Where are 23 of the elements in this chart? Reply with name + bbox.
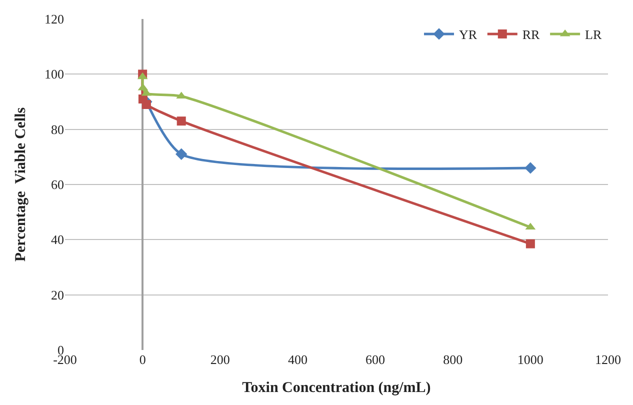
x-tick-label: 1200 — [595, 352, 621, 367]
x-tick-label: 1000 — [517, 352, 544, 367]
legend-label: LR — [585, 27, 602, 42]
legend-label: RR — [522, 27, 540, 42]
point — [176, 148, 188, 160]
x-tick-label: 400 — [288, 352, 308, 367]
y-tick-label: 120 — [44, 12, 64, 27]
x-tick-label: 600 — [366, 352, 386, 367]
y-tick-label: 100 — [44, 66, 64, 82]
x-tick-label: 800 — [443, 352, 463, 367]
y-tick-label: 20 — [51, 287, 64, 302]
y-tick-label: 40 — [51, 232, 64, 248]
y-tick-label: 60 — [51, 177, 64, 192]
point — [526, 239, 535, 248]
y-axis-title: Percentage Viable Cells — [12, 107, 29, 262]
x-tick-label: 200 — [210, 352, 230, 367]
x-tick-label: 0 — [139, 352, 146, 367]
point — [142, 100, 151, 110]
point — [176, 116, 186, 126]
y-tick-label: 80 — [51, 122, 64, 137]
point — [524, 162, 536, 174]
legend-label: YR — [459, 27, 478, 42]
x-axis-title: Toxin Concentration (ng/mL) — [242, 380, 431, 396]
